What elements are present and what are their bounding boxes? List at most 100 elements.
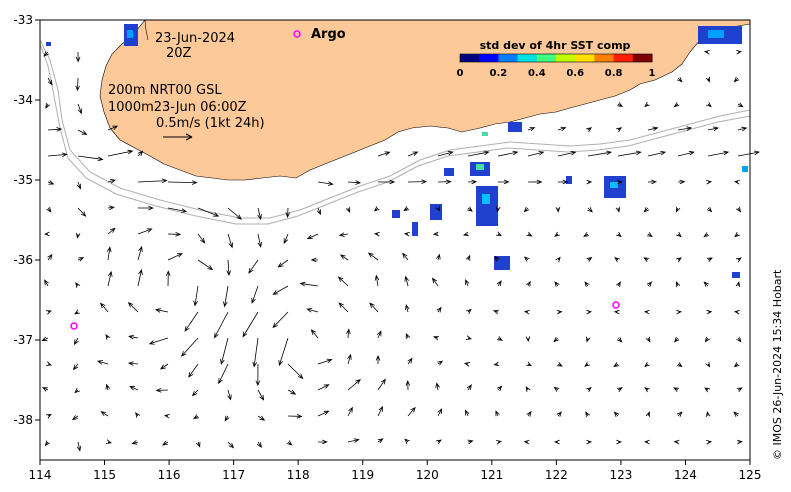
colorbar-segment (460, 54, 480, 62)
current-vector (75, 232, 81, 239)
current-vector (375, 354, 381, 365)
current-vector (554, 231, 560, 237)
current-vector (586, 439, 593, 445)
current-vector (165, 270, 171, 287)
current-vector (167, 180, 198, 185)
current-vector (556, 361, 563, 367)
current-vector (645, 336, 651, 343)
current-vector (347, 438, 360, 443)
current-vector (71, 415, 79, 421)
current-vector (77, 129, 88, 135)
current-vector (616, 127, 623, 133)
current-vector (155, 387, 169, 393)
current-vector (45, 102, 51, 109)
current-vector (733, 76, 740, 83)
current-vector (613, 362, 620, 367)
current-vector (310, 257, 319, 263)
current-vector (616, 387, 623, 392)
colorbar-segment (479, 54, 499, 62)
current-vector (555, 256, 561, 263)
colorbar-tick-label: 0 (457, 68, 464, 79)
current-vector (676, 309, 683, 315)
current-vector (437, 179, 452, 185)
current-vector (347, 353, 352, 365)
current-vector (704, 387, 710, 393)
credit-text: © IMOS 26-Jun-2024 15:34 Hobart (771, 269, 784, 460)
current-vector (137, 205, 154, 211)
current-vector (405, 380, 411, 391)
current-vector (404, 275, 409, 287)
current-vector (467, 150, 490, 157)
current-vector (647, 150, 667, 157)
current-vector (736, 206, 741, 213)
current-vector (137, 268, 143, 287)
y-tick-label: -35 (13, 173, 33, 187)
current-vector (338, 232, 349, 237)
current-vector (193, 414, 200, 420)
current-vector (527, 150, 545, 157)
current-vector (735, 281, 741, 288)
current-vector (675, 281, 681, 288)
colorbar-segment (575, 54, 595, 62)
current-vector (256, 441, 262, 449)
current-vector (465, 254, 471, 261)
current-vector (705, 361, 711, 368)
current-vector (347, 379, 361, 391)
current-vector (707, 126, 720, 132)
current-vector (407, 357, 413, 365)
current-vector (47, 253, 53, 261)
current-vector (556, 411, 562, 417)
current-vector (556, 309, 563, 315)
current-vector (435, 382, 440, 391)
current-vector (737, 102, 744, 108)
current-vector (96, 360, 109, 365)
current-vector (100, 302, 109, 313)
current-vector (131, 440, 139, 445)
current-vector (45, 413, 52, 419)
current-vector (495, 206, 501, 213)
current-vector (46, 206, 52, 213)
current-vector (403, 231, 410, 237)
x-tick-label: 120 (416, 468, 439, 482)
current-vector (526, 280, 531, 287)
x-tick-label: 119 (351, 468, 374, 482)
current-vector (706, 257, 713, 263)
current-vector (523, 206, 530, 213)
current-vector (283, 233, 289, 245)
isobath-200m (39, 39, 751, 219)
current-vector (227, 389, 232, 401)
current-vector (181, 337, 199, 357)
colorbar-tick-label: 0.4 (528, 68, 546, 79)
current-vector (466, 384, 472, 391)
current-vector (496, 385, 503, 392)
current-vector (214, 311, 229, 339)
x-tick-label: 123 (609, 468, 632, 482)
current-vector (227, 207, 242, 220)
current-vector (617, 102, 623, 107)
current-vector (405, 304, 410, 313)
current-vector (346, 328, 351, 339)
current-vector (44, 279, 49, 287)
current-vector (555, 206, 561, 213)
current-vector (257, 415, 266, 421)
colorbar-segment (498, 54, 519, 62)
current-vector (306, 308, 319, 313)
current-vector (466, 308, 472, 315)
current-vector (587, 150, 613, 157)
current-vector (676, 362, 683, 368)
current-vector (377, 405, 383, 417)
current-vector (306, 233, 319, 240)
current-vector (643, 309, 650, 315)
current-vector (677, 126, 693, 131)
current-vector (47, 180, 55, 185)
current-vector (163, 413, 170, 419)
current-vector (496, 336, 503, 341)
current-vector (643, 257, 650, 263)
current-vector (107, 227, 116, 235)
current-vector (587, 207, 593, 213)
current-vector (75, 77, 80, 92)
current-vector (47, 152, 68, 158)
current-vector (310, 329, 319, 339)
current-vector (377, 438, 384, 444)
current-vector (251, 285, 259, 304)
